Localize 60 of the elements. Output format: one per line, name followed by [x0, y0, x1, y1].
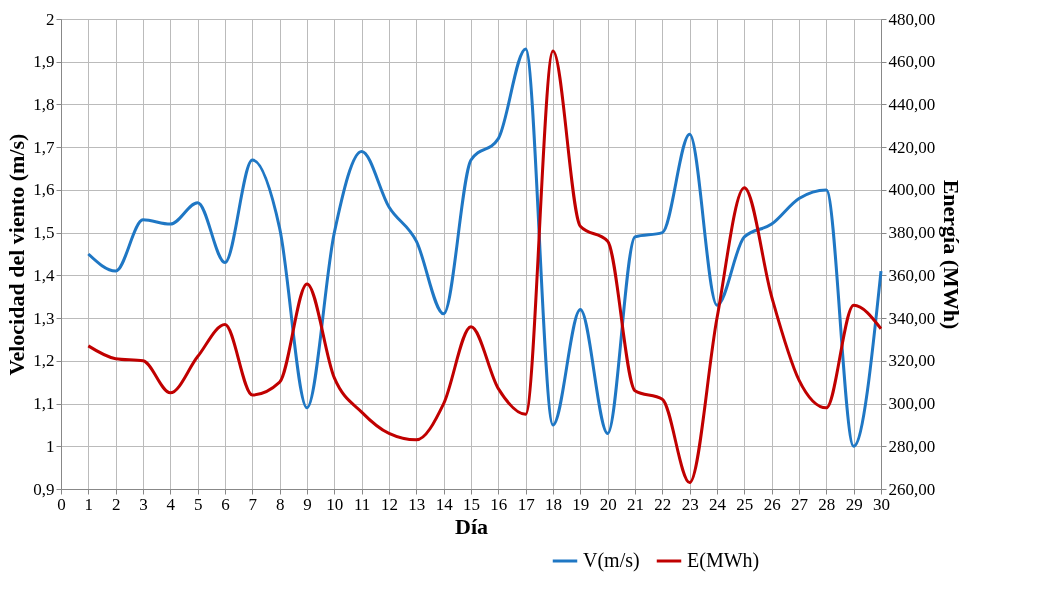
- x-tick-label: 12: [381, 494, 398, 514]
- x-tick-label: 14: [435, 494, 454, 514]
- x-tick-label: 1: [84, 494, 94, 514]
- x-tick-label: 19: [572, 494, 590, 514]
- x-tick-label: 7: [248, 494, 258, 514]
- y-tick-label: 2: [46, 9, 55, 29]
- y2-axis-title: Energía (MWh): [939, 179, 965, 330]
- x-tick-label: 20: [599, 494, 617, 514]
- x-tick-label: 30: [873, 494, 890, 514]
- y-tick-label: 0,9: [33, 479, 55, 499]
- x-tick-label: 24: [709, 494, 727, 514]
- x-tick-label: 16: [490, 494, 508, 514]
- x-tick-label: 5: [193, 494, 203, 514]
- y-tick-label: 1,9: [33, 52, 55, 72]
- y2-tick-label: 260,00: [888, 479, 936, 499]
- x-tick-label: 25: [736, 494, 754, 514]
- x-tick-label: 22: [654, 494, 672, 514]
- x-tick-label: 18: [545, 494, 562, 514]
- x-tick-label: 21: [627, 494, 644, 514]
- x-tick-label: 15: [463, 494, 480, 514]
- x-tick-label: 28: [818, 494, 836, 514]
- y2-tick-label: 380,00: [888, 223, 936, 243]
- y-axis-title: Velocidad del viento (m/s): [4, 133, 30, 376]
- x-tick-label: 0: [57, 494, 66, 514]
- y-tick-label: 1,8: [33, 94, 55, 114]
- x-axis-title: Día: [455, 513, 488, 539]
- y2-tick-label: 460,00: [888, 52, 936, 72]
- x-tick-label: 8: [275, 494, 285, 514]
- y2-tick-label: 400,00: [888, 180, 936, 200]
- y-tick-label: 1: [46, 436, 55, 456]
- y2-tick-label: 480,00: [888, 9, 936, 29]
- y-tick-label: 1,5: [33, 223, 55, 243]
- y-tick-label: 1,4: [33, 265, 55, 285]
- y2-tick-label: 300,00: [888, 394, 936, 414]
- x-tick-label: 23: [681, 494, 699, 514]
- x-tick-label: 13: [408, 494, 426, 514]
- y-tick-label: 1,3: [33, 308, 55, 328]
- y2-tick-label: 440,00: [888, 94, 936, 114]
- x-tick-label: 11: [353, 494, 371, 514]
- y-tick-label: 1,6: [33, 180, 55, 200]
- y-tick-label: 1,1: [33, 394, 55, 414]
- legend-label: V(m/s): [583, 549, 640, 572]
- y2-tick-label: 420,00: [888, 137, 936, 157]
- y-tick-label: 1,7: [33, 137, 55, 157]
- y2-tick-label: 360,00: [888, 265, 936, 285]
- y-tick-label: 1,2: [33, 351, 55, 371]
- y2-tick-label: 280,00: [888, 436, 936, 456]
- x-tick-label: 6: [221, 494, 230, 514]
- x-tick-label: 27: [791, 494, 809, 514]
- x-tick-label: 2: [111, 494, 121, 514]
- x-tick-label: 10: [326, 494, 344, 514]
- legend-label: E(MWh): [687, 549, 760, 572]
- x-tick-label: 3: [139, 494, 148, 514]
- x-tick-label: 4: [166, 494, 176, 514]
- x-tick-label: 29: [845, 494, 863, 514]
- x-tick-label: 26: [763, 494, 781, 514]
- x-tick-label: 9: [303, 494, 312, 514]
- y2-tick-label: 340,00: [888, 308, 936, 328]
- x-tick-label: 17: [517, 494, 536, 514]
- y2-tick-label: 320,00: [888, 351, 936, 371]
